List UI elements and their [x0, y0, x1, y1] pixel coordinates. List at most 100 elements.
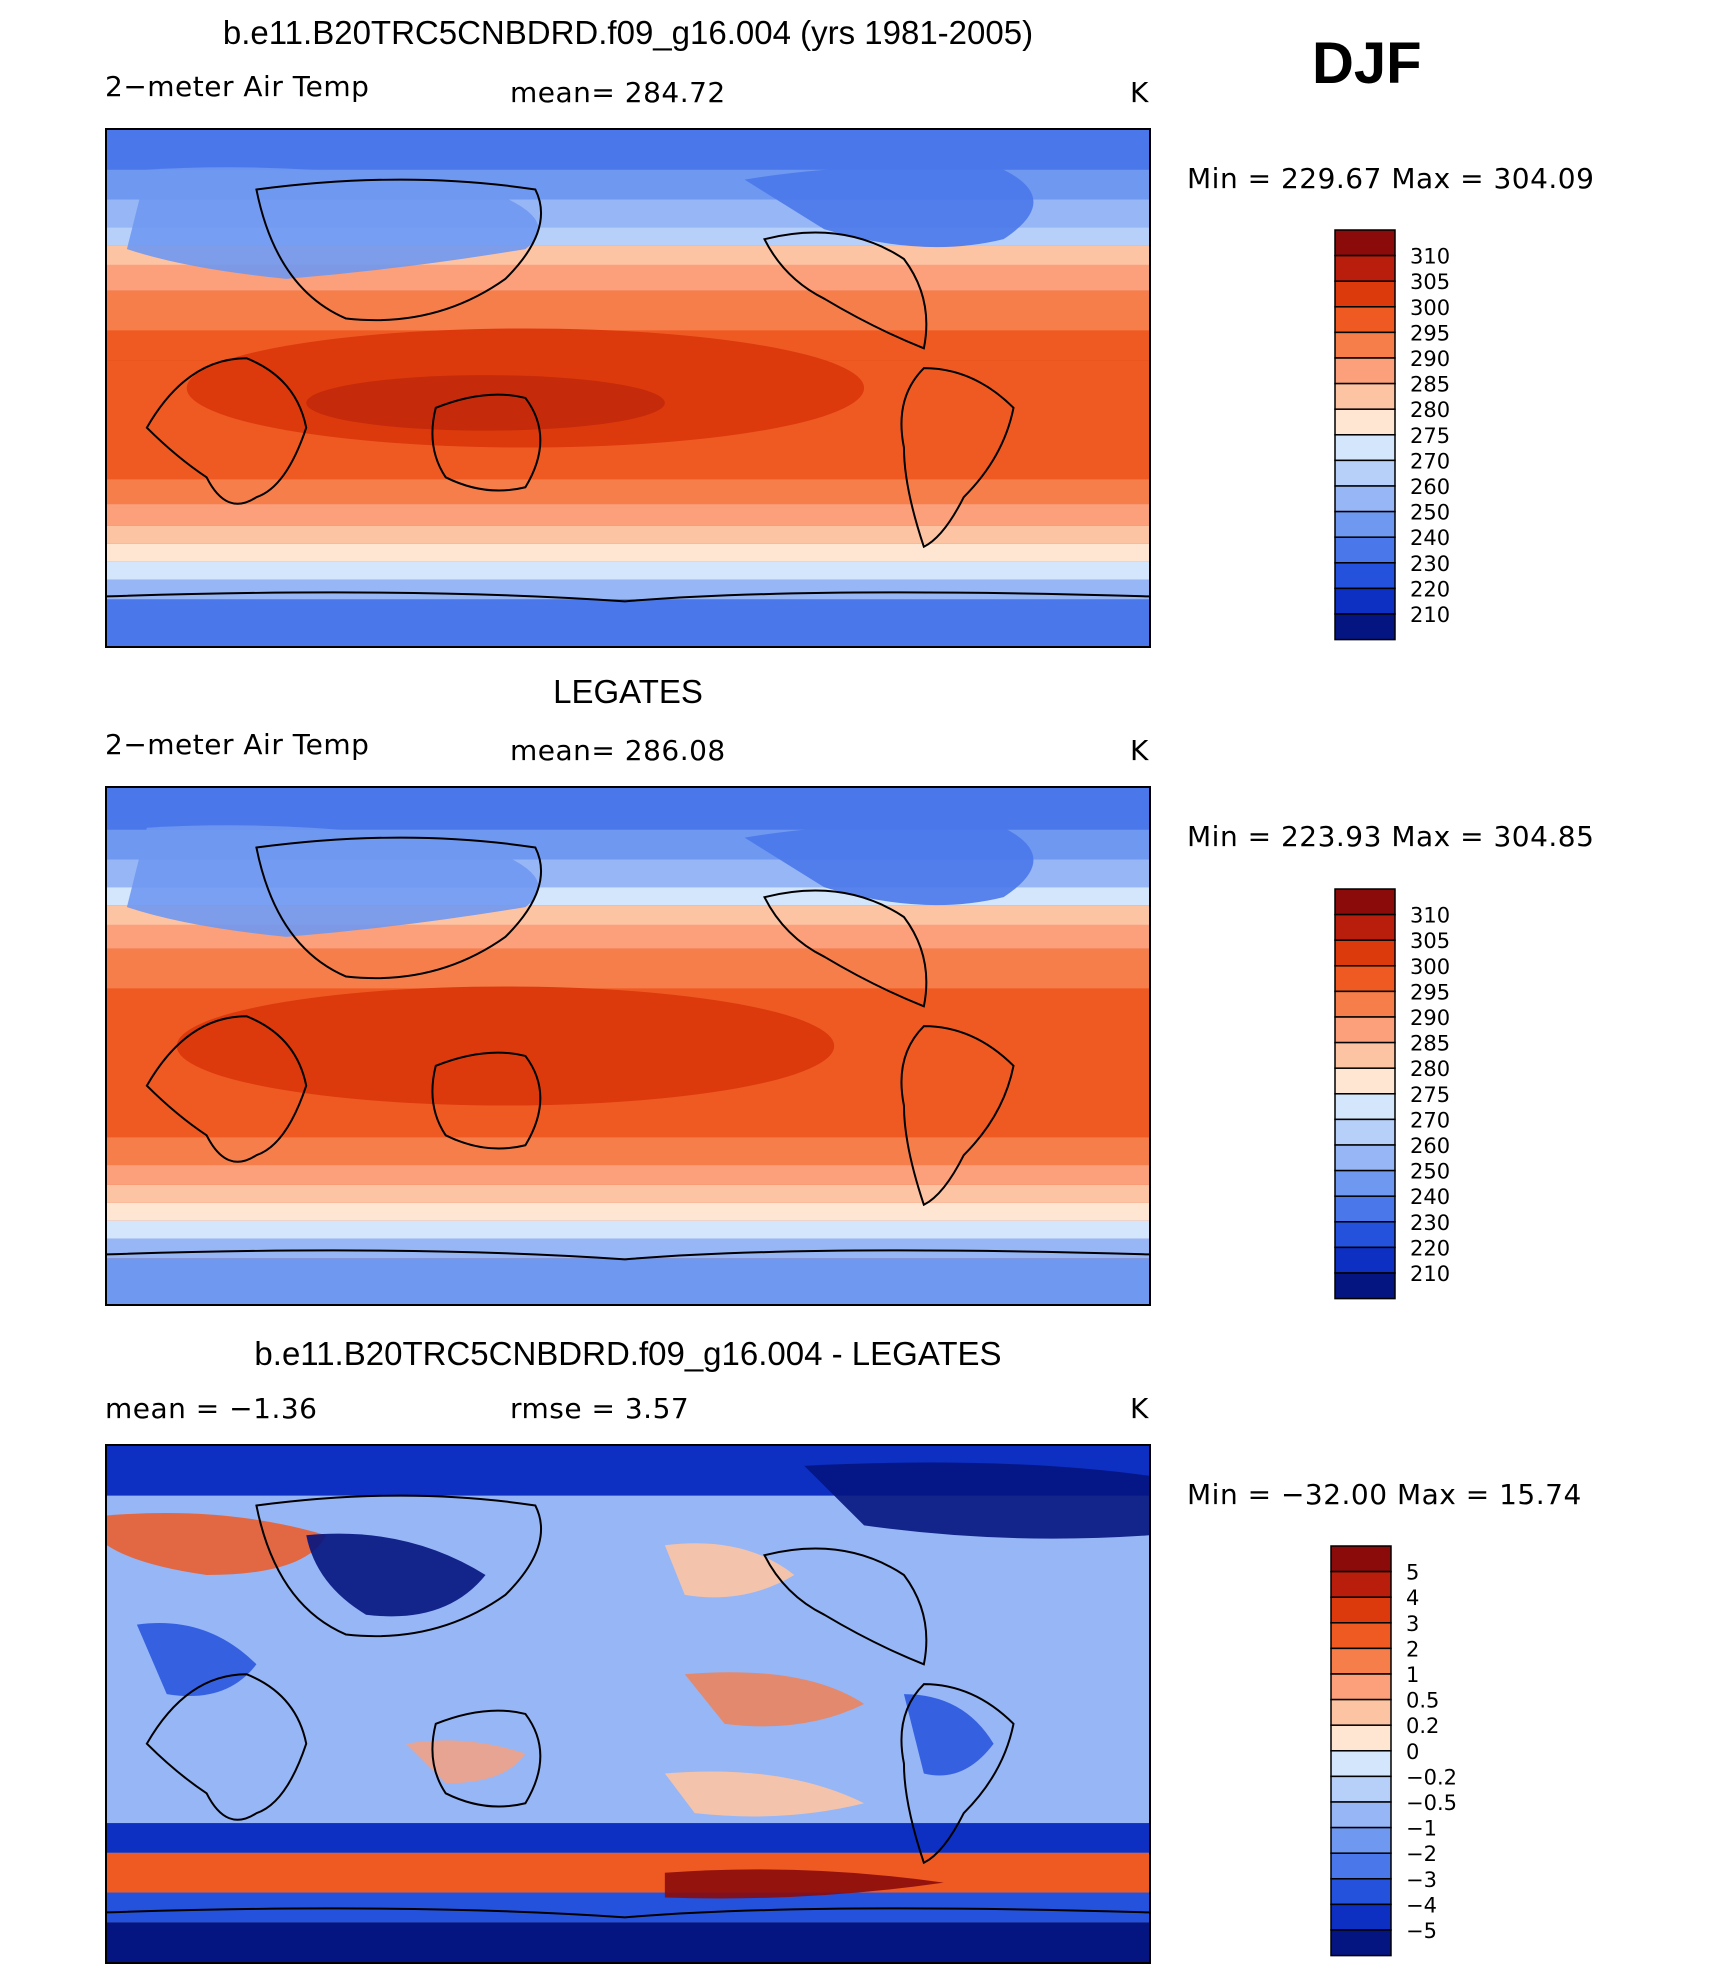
- colorbar-swatch: [1334, 536, 1396, 564]
- colorbar-tick-label: 300: [1410, 296, 1450, 320]
- colorbar: 5 4 3 2 1 0.5 0.2 0 −0.2 −0.5 −1 −2 −3 −4 −5: [1329, 1544, 1529, 1959]
- colorbar-swatch: [1330, 1750, 1392, 1778]
- colorbar-tick-label: 290: [1410, 1006, 1450, 1030]
- colorbar-tick-label: 285: [1410, 373, 1450, 397]
- colorbar-tick-label: 305: [1410, 270, 1450, 294]
- colorbar-swatch: [1330, 1647, 1392, 1675]
- colorbar-swatch: [1334, 888, 1396, 916]
- colorbar-swatch: [1330, 1596, 1392, 1624]
- colorbar-swatch: [1334, 1067, 1396, 1095]
- colorbar-swatch: [1334, 229, 1396, 257]
- colorbar-tick-label: 295: [1410, 321, 1450, 345]
- colorbar-tick-label: 280: [1410, 1057, 1450, 1081]
- colorbar-swatch: [1330, 1801, 1392, 1829]
- colorbar-swatch: [1334, 939, 1396, 967]
- colorbar-swatch: [1330, 1852, 1392, 1880]
- colorbar-swatch: [1334, 1144, 1396, 1172]
- colorbar-swatch: [1334, 913, 1396, 941]
- mean-label: mean= 284.72: [510, 76, 726, 109]
- colorbar-tick-label: 270: [1410, 449, 1450, 473]
- panel-title: b.e11.B20TRC5CNBDRD.f09_g16.004 - LEGATE…: [254, 1335, 1002, 1372]
- colorbar-tick-label: 3: [1406, 1612, 1419, 1636]
- colorbar-swatch: [1334, 1169, 1396, 1197]
- colorbar: 310 305 300 295 290 285 280 275 270 260 250 240 230 2…: [1333, 228, 1533, 643]
- minmax-label: Min = 223.93 Max = 304.85: [1187, 820, 1595, 853]
- colorbar-swatch: [1334, 254, 1396, 282]
- mean-label: mean= 286.08: [510, 734, 726, 767]
- colorbar-tick-label: 260: [1410, 475, 1450, 499]
- colorbar-tick-label: 295: [1410, 980, 1450, 1004]
- units-label: K: [1130, 1392, 1149, 1425]
- colorbar-tick-label: 280: [1410, 398, 1450, 422]
- colorbar-swatch: [1334, 1195, 1396, 1223]
- colorbar-tick-label: −0.5: [1406, 1791, 1457, 1815]
- colorbar-tick-label: 275: [1410, 424, 1450, 448]
- colorbar-swatch: [1330, 1545, 1392, 1573]
- colorbar-swatch: [1334, 1246, 1396, 1274]
- minmax-label: Min = 229.67 Max = 304.09: [1187, 162, 1595, 195]
- mean-label: mean = −1.36: [105, 1392, 318, 1425]
- colorbar-tick-label: 230: [1410, 552, 1450, 576]
- colorbar-swatch: [1330, 1698, 1392, 1726]
- colorbar-tick-label: 270: [1410, 1108, 1450, 1132]
- colorbar-tick-label: 1: [1406, 1663, 1419, 1687]
- colorbar-swatch: [1334, 408, 1396, 436]
- colorbar-tick-label: −4: [1406, 1893, 1437, 1917]
- colorbar: 310 305 300 295 290 285 280 275 270 260 250 240 230 2…: [1333, 887, 1533, 1302]
- colorbar-swatch: [1334, 562, 1396, 590]
- colorbar-swatch: [1334, 613, 1396, 641]
- colorbar-swatch: [1334, 1016, 1396, 1044]
- season-label: DJF: [1312, 31, 1422, 96]
- colorbar-tick-label: −3: [1406, 1868, 1437, 1892]
- units-label: K: [1130, 76, 1149, 109]
- colorbar-tick-label: 240: [1410, 526, 1450, 550]
- colorbar-tick-label: −0.2: [1406, 1765, 1457, 1789]
- difference-map: [105, 1444, 1151, 1964]
- colorbar-swatch: [1330, 1622, 1392, 1650]
- temperature-map: [105, 786, 1151, 1306]
- colorbar-tick-label: 210: [1410, 1262, 1450, 1286]
- colorbar-tick-label: 240: [1410, 1185, 1450, 1209]
- colorbar-swatch: [1334, 434, 1396, 462]
- colorbar-tick-label: −5: [1406, 1919, 1437, 1943]
- colorbar-swatch: [1334, 1041, 1396, 1069]
- colorbar-tick-label: 305: [1410, 929, 1450, 953]
- colorbar-swatch: [1334, 1272, 1396, 1300]
- colorbar-tick-label: 310: [1410, 245, 1450, 269]
- colorbar-swatch: [1334, 331, 1396, 359]
- temperature-map: [105, 128, 1151, 648]
- colorbar-swatch: [1334, 382, 1396, 410]
- colorbar-swatch: [1330, 1826, 1392, 1854]
- colorbar-swatch: [1334, 280, 1396, 308]
- colorbar-tick-label: 300: [1410, 955, 1450, 979]
- colorbar-tick-label: 210: [1410, 603, 1450, 627]
- rmse-label: rmse = 3.57: [510, 1392, 690, 1425]
- colorbar-swatch: [1334, 965, 1396, 993]
- colorbar-swatch: [1330, 1570, 1392, 1598]
- colorbar-swatch: [1334, 990, 1396, 1018]
- colorbar-tick-label: 260: [1410, 1134, 1450, 1158]
- colorbar-tick-label: 4: [1406, 1586, 1419, 1610]
- colorbar-swatch: [1330, 1724, 1392, 1752]
- colorbar-swatch: [1334, 485, 1396, 513]
- colorbar-swatch: [1330, 1903, 1392, 1931]
- colorbar-tick-label: 250: [1410, 501, 1450, 525]
- colorbar-tick-label: 0.5: [1406, 1689, 1439, 1713]
- colorbar-tick-label: 220: [1410, 1236, 1450, 1260]
- colorbar-tick-label: 290: [1410, 347, 1450, 371]
- colorbar-tick-label: 230: [1410, 1211, 1450, 1235]
- variable-label: 2−meter Air Temp: [105, 70, 370, 103]
- colorbar-swatch: [1330, 1878, 1392, 1906]
- colorbar-swatch: [1330, 1673, 1392, 1701]
- colorbar-tick-label: 0: [1406, 1740, 1419, 1764]
- variable-label: 2−meter Air Temp: [105, 728, 370, 761]
- colorbar-swatch: [1334, 1221, 1396, 1249]
- colorbar-swatch: [1334, 1118, 1396, 1146]
- colorbar-tick-label: 220: [1410, 577, 1450, 601]
- panel-title: b.e11.B20TRC5CNBDRD.f09_g16.004 (yrs 198…: [222, 14, 1034, 51]
- colorbar-tick-label: −2: [1406, 1842, 1437, 1866]
- colorbar-tick-label: 310: [1410, 904, 1450, 928]
- colorbar-tick-label: 275: [1410, 1083, 1450, 1107]
- colorbar-swatch: [1334, 306, 1396, 334]
- units-label: K: [1130, 734, 1149, 767]
